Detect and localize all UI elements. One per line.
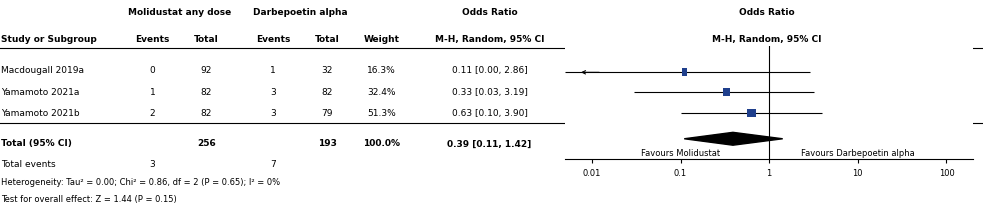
Text: Total: Total	[194, 35, 219, 44]
Text: 3: 3	[270, 88, 276, 97]
Text: M-H, Random, 95% CI: M-H, Random, 95% CI	[434, 35, 545, 44]
Text: 92: 92	[201, 65, 212, 74]
Text: 0.11 [0.00, 2.86]: 0.11 [0.00, 2.86]	[451, 65, 528, 74]
Text: Study or Subgroup: Study or Subgroup	[1, 35, 96, 44]
FancyBboxPatch shape	[723, 89, 729, 97]
Text: Odds Ratio: Odds Ratio	[462, 8, 517, 17]
Text: Events: Events	[257, 35, 290, 44]
Text: 0.63 [0.10, 3.90]: 0.63 [0.10, 3.90]	[451, 108, 528, 117]
Text: 3: 3	[149, 159, 155, 168]
Text: 1: 1	[149, 88, 155, 97]
Text: Test for overall effect: Z = 1.44 (P = 0.15): Test for overall effect: Z = 1.44 (P = 0…	[1, 194, 177, 203]
Text: 32: 32	[321, 65, 333, 74]
Text: 100.0%: 100.0%	[363, 139, 400, 148]
Text: Yamamoto 2021b: Yamamoto 2021b	[1, 108, 80, 117]
Polygon shape	[684, 133, 782, 145]
Text: Events: Events	[136, 35, 169, 44]
Text: M-H, Random, 95% CI: M-H, Random, 95% CI	[712, 35, 822, 44]
Text: Total: Total	[315, 35, 340, 44]
Text: Odds Ratio: Odds Ratio	[739, 8, 794, 17]
Text: 82: 82	[321, 88, 333, 97]
Text: 3: 3	[270, 108, 276, 117]
Text: Weight: Weight	[364, 35, 399, 44]
Text: Total events: Total events	[1, 159, 56, 168]
Text: Heterogeneity: Tau² = 0.00; Chi² = 0.86, df = 2 (P = 0.65); I² = 0%: Heterogeneity: Tau² = 0.00; Chi² = 0.86,…	[1, 177, 280, 186]
Text: 82: 82	[201, 108, 212, 117]
Text: Yamamoto 2021a: Yamamoto 2021a	[1, 88, 80, 97]
Text: 2: 2	[149, 108, 155, 117]
Text: Total (95% CI): Total (95% CI)	[1, 139, 72, 148]
Text: 82: 82	[201, 88, 212, 97]
Text: 1: 1	[270, 65, 276, 74]
Text: Molidustat any dose: Molidustat any dose	[128, 8, 231, 17]
Text: Favours Molidustat: Favours Molidustat	[641, 149, 721, 157]
FancyBboxPatch shape	[747, 109, 756, 117]
Text: 32.4%: 32.4%	[368, 88, 395, 97]
Text: 16.3%: 16.3%	[367, 65, 396, 74]
Text: 256: 256	[197, 139, 216, 148]
FancyBboxPatch shape	[682, 69, 687, 77]
Text: 0.39 [0.11, 1.42]: 0.39 [0.11, 1.42]	[447, 139, 532, 148]
Text: Favours Darbepoetin alpha: Favours Darbepoetin alpha	[801, 149, 915, 157]
Text: Darbepoetin alpha: Darbepoetin alpha	[253, 8, 348, 17]
Text: 51.3%: 51.3%	[367, 108, 396, 117]
Text: 79: 79	[321, 108, 333, 117]
Text: 193: 193	[318, 139, 337, 148]
Text: 7: 7	[270, 159, 276, 168]
Text: 0: 0	[149, 65, 155, 74]
Text: 0.33 [0.03, 3.19]: 0.33 [0.03, 3.19]	[451, 88, 528, 97]
Text: Macdougall 2019a: Macdougall 2019a	[1, 65, 84, 74]
